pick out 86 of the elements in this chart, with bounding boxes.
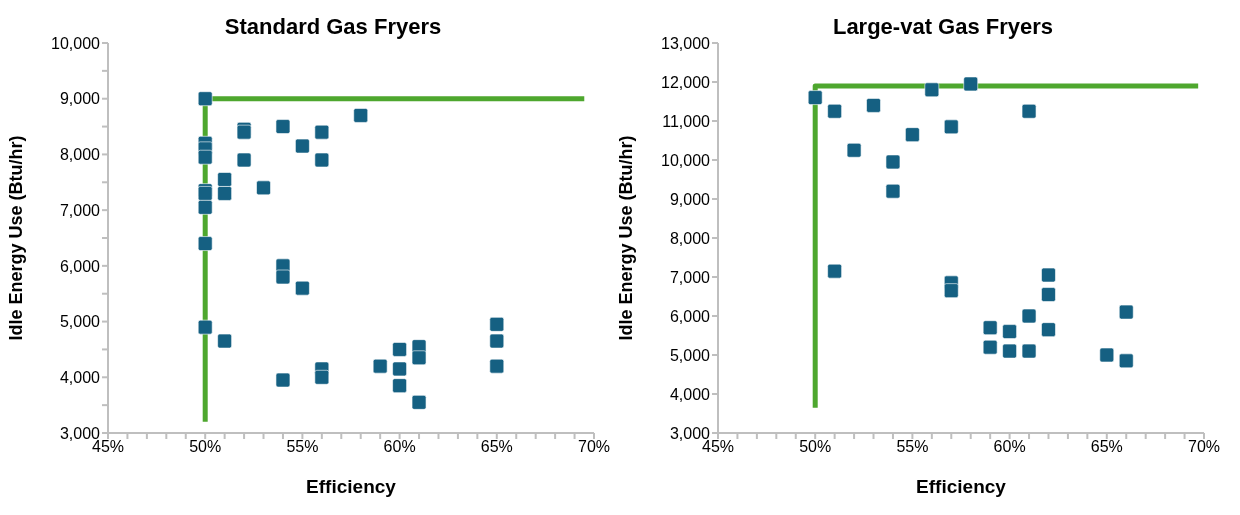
y-tick-label: 9,000 — [59, 90, 101, 108]
point — [314, 369, 330, 385]
point — [1002, 324, 1017, 339]
point — [217, 172, 232, 187]
point — [372, 358, 388, 374]
y-tick-label: 8,000 — [669, 229, 711, 247]
point — [827, 263, 842, 279]
y-tick-label: 11,000 — [662, 112, 711, 130]
point — [963, 76, 979, 92]
x-tick-label: 55% — [896, 438, 929, 456]
point — [1002, 343, 1017, 359]
point — [411, 395, 427, 410]
point — [353, 108, 369, 123]
y-tick-label: 5,000 — [59, 313, 101, 331]
point — [392, 378, 407, 393]
point — [827, 103, 842, 119]
x-axis-title: Efficiency — [306, 476, 397, 497]
point — [295, 138, 310, 154]
point — [489, 317, 505, 332]
y-tick-label: 8,000 — [59, 146, 101, 164]
point — [392, 342, 407, 357]
y-axis-title: Idle Energy Use (Btu/hr) — [6, 135, 27, 341]
y-tick-label: 10,000 — [51, 34, 101, 52]
x-tick-label: 70% — [1187, 438, 1221, 456]
y-tick-label: 7,000 — [59, 201, 101, 219]
y-tick-label: 6,000 — [669, 307, 711, 325]
chart-title: Standard Gas Fryers — [224, 14, 442, 39]
x-tick-label: 65% — [480, 438, 513, 456]
point — [197, 319, 213, 335]
point — [275, 269, 291, 285]
y-tick-label: 5,000 — [669, 346, 711, 364]
point — [217, 333, 232, 349]
x-axis-title: Efficiency — [916, 476, 1007, 497]
point — [1118, 353, 1134, 369]
y-tick-label: 4,000 — [669, 385, 711, 403]
point — [1021, 103, 1037, 119]
y-tick-label: 12,000 — [661, 73, 711, 91]
point — [314, 152, 330, 168]
x-tick-label: 70% — [577, 438, 611, 456]
point — [489, 333, 505, 349]
point — [1021, 343, 1037, 359]
x-tick-label: 60% — [383, 438, 416, 456]
point — [197, 149, 213, 165]
point — [236, 152, 252, 168]
x-tick-label: 55% — [286, 438, 319, 456]
point — [905, 127, 920, 142]
point — [943, 119, 959, 135]
point — [1099, 347, 1115, 363]
point — [197, 236, 213, 251]
y-tick-label: 10,000 — [661, 151, 711, 169]
point — [885, 183, 901, 199]
point — [217, 186, 232, 201]
point — [885, 154, 901, 170]
point — [1118, 304, 1134, 320]
point — [197, 91, 213, 107]
point — [1041, 267, 1056, 283]
point — [295, 280, 310, 296]
x-tick-label: 50% — [189, 438, 222, 456]
point — [392, 361, 407, 377]
point — [866, 98, 881, 113]
point — [982, 320, 998, 335]
point — [807, 90, 823, 105]
point — [489, 358, 505, 374]
x-tick-label: 60% — [993, 438, 1026, 456]
point — [275, 119, 291, 134]
point — [275, 372, 291, 388]
x-tick-label: 65% — [1090, 438, 1123, 456]
point — [982, 339, 998, 355]
point — [256, 180, 271, 196]
point — [846, 142, 862, 158]
point — [924, 82, 940, 98]
point — [1041, 287, 1056, 302]
y-tick-label: 6,000 — [59, 257, 101, 275]
y-tick-label: 7,000 — [669, 268, 711, 286]
point — [411, 350, 427, 366]
y-axis-title: Idle Energy Use (Btu/hr) — [616, 135, 637, 341]
y-tick-label: 4,000 — [59, 368, 101, 386]
point — [943, 283, 959, 298]
y-tick-label: 9,000 — [669, 190, 711, 208]
chart-title: Large-vat Gas Fryers — [832, 14, 1054, 39]
point — [1041, 322, 1056, 337]
y-tick-label: 13,000 — [661, 34, 711, 52]
point — [1021, 308, 1037, 324]
x-tick-label: 50% — [799, 438, 832, 456]
point — [197, 200, 213, 215]
point — [314, 124, 330, 140]
